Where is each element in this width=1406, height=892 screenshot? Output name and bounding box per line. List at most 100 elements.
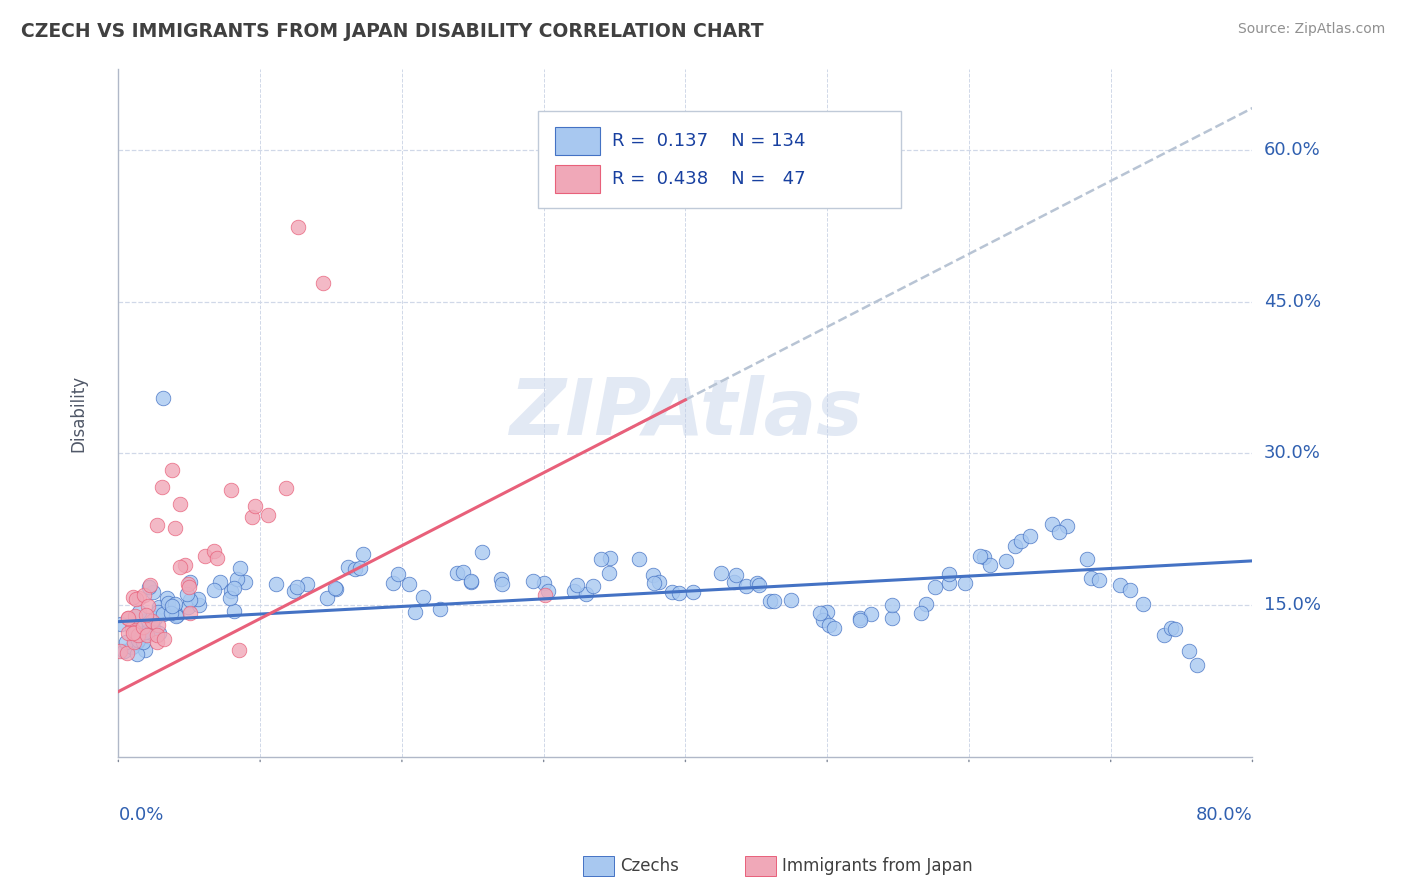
Point: [285, 581, 308, 595]
Point: [598, 566, 620, 580]
Point: [938, 567, 960, 582]
Point: [121, 621, 143, 635]
Point: [142, 621, 165, 635]
Point: [179, 575, 201, 590]
Text: Disability: Disability: [70, 375, 87, 451]
Point: [489, 572, 512, 586]
Point: [460, 575, 482, 590]
Point: [127, 634, 149, 648]
Point: [179, 607, 201, 621]
Point: [522, 574, 544, 588]
Point: [810, 606, 832, 620]
FancyBboxPatch shape: [555, 127, 600, 154]
Point: [283, 583, 305, 598]
Point: [132, 635, 155, 649]
Point: [219, 584, 242, 599]
Point: [146, 617, 169, 632]
Point: [125, 628, 148, 642]
Point: [143, 611, 166, 625]
Point: [1056, 519, 1078, 533]
Point: [228, 560, 250, 574]
Point: [910, 606, 932, 620]
Point: [117, 625, 139, 640]
Point: [412, 590, 434, 604]
Point: [627, 552, 650, 566]
Point: [224, 604, 246, 618]
Point: [295, 577, 318, 591]
Point: [127, 632, 149, 647]
Text: R =  0.438    N =   47: R = 0.438 N = 47: [612, 169, 806, 187]
Point: [723, 574, 745, 589]
Point: [287, 220, 309, 235]
Point: [141, 626, 163, 640]
Point: [177, 600, 200, 615]
Point: [122, 635, 145, 649]
Point: [115, 634, 138, 648]
Point: [124, 625, 146, 640]
Point: [648, 574, 671, 589]
Point: [969, 549, 991, 563]
Text: 60.0%: 60.0%: [1264, 141, 1320, 159]
Point: [429, 601, 451, 615]
Point: [591, 552, 613, 566]
Text: 0.0%: 0.0%: [118, 805, 163, 823]
Point: [162, 463, 184, 477]
Point: [780, 592, 803, 607]
Point: [404, 605, 426, 619]
Point: [880, 598, 903, 612]
Point: [724, 567, 747, 582]
Point: [228, 643, 250, 657]
Point: [849, 614, 872, 628]
Point: [179, 592, 201, 607]
Point: [599, 551, 621, 566]
Point: [446, 566, 468, 580]
Point: [150, 480, 173, 494]
Point: [233, 575, 256, 590]
Point: [811, 613, 834, 627]
Point: [534, 588, 557, 602]
Point: [460, 574, 482, 588]
Point: [134, 625, 156, 640]
Point: [1163, 622, 1185, 636]
Point: [145, 627, 167, 641]
Point: [1087, 574, 1109, 588]
Point: [1080, 571, 1102, 585]
Point: [177, 580, 200, 594]
Point: [136, 599, 159, 613]
Point: [387, 567, 409, 582]
Point: [1160, 621, 1182, 635]
Point: [134, 588, 156, 602]
Point: [148, 605, 170, 619]
Point: [160, 599, 183, 613]
Text: Czechs: Czechs: [620, 857, 679, 875]
Point: [264, 577, 287, 591]
Point: [148, 626, 170, 640]
Point: [1178, 643, 1201, 657]
Point: [117, 611, 139, 625]
Point: [1010, 534, 1032, 549]
Point: [169, 559, 191, 574]
Point: [141, 615, 163, 629]
Point: [815, 605, 838, 619]
Point: [491, 577, 513, 591]
Point: [187, 598, 209, 612]
Point: [710, 566, 733, 580]
Point: [138, 580, 160, 594]
Point: [128, 591, 150, 605]
Point: [156, 591, 179, 605]
Text: R =  0.137    N = 134: R = 0.137 N = 134: [612, 132, 806, 150]
Point: [315, 591, 337, 606]
Point: [142, 585, 165, 599]
Point: [208, 574, 231, 589]
Point: [127, 628, 149, 642]
Point: [257, 508, 280, 522]
Point: [125, 647, 148, 661]
Text: 45.0%: 45.0%: [1264, 293, 1320, 310]
Point: [221, 483, 243, 498]
Point: [222, 581, 245, 595]
Text: 80.0%: 80.0%: [1195, 805, 1253, 823]
Point: [226, 572, 249, 586]
Point: [166, 607, 188, 622]
Point: [124, 619, 146, 633]
Point: [165, 608, 187, 623]
